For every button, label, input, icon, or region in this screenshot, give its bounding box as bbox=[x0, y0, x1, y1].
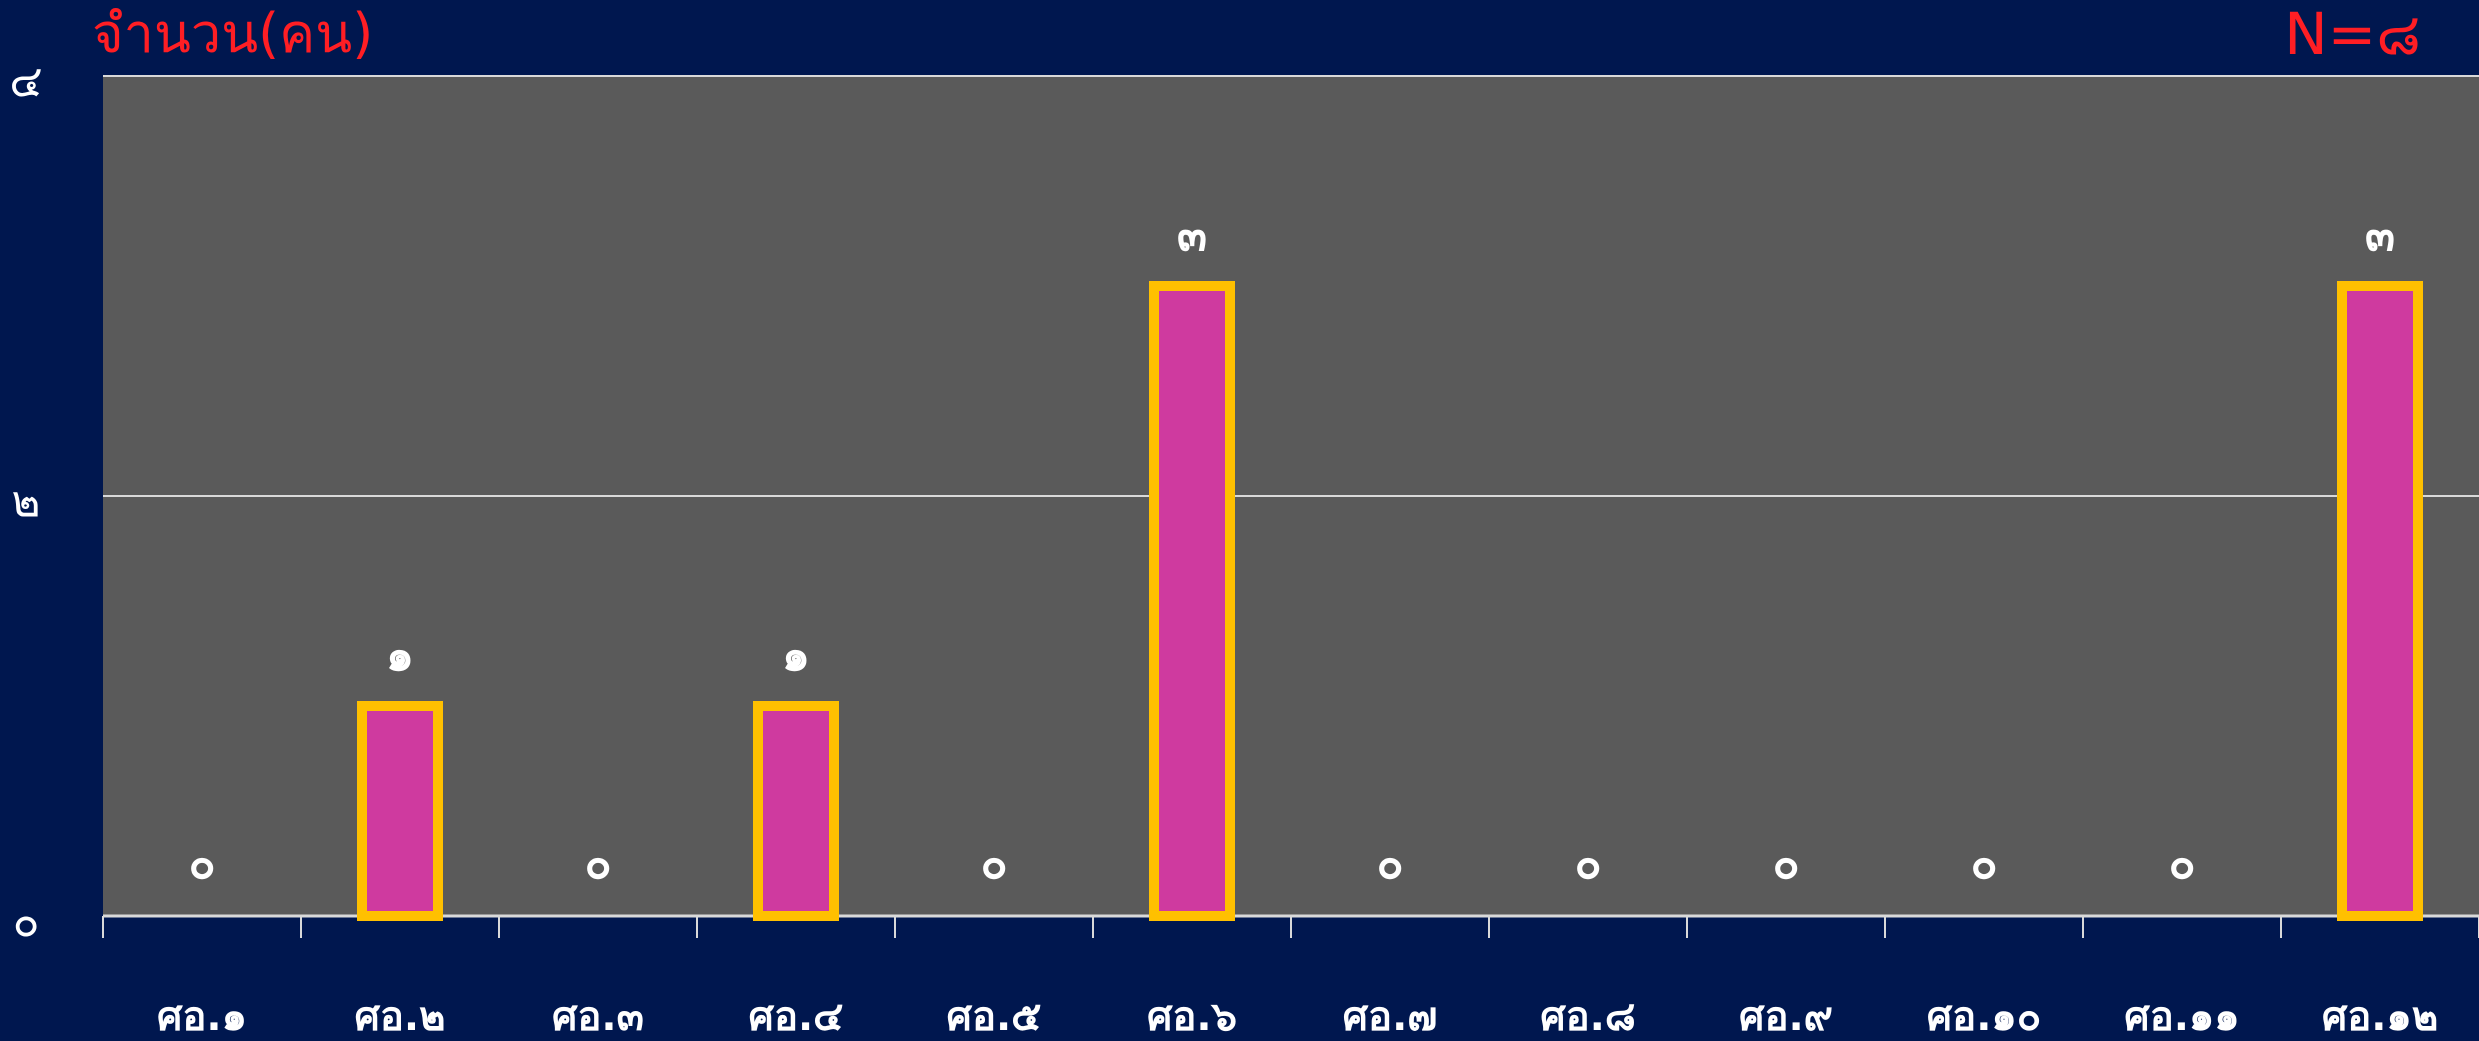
y-tick-label: ๒ bbox=[11, 476, 40, 527]
x-tick-label: ศอ.๔ bbox=[749, 994, 844, 1040]
data-label: ๐ bbox=[189, 838, 216, 889]
data-label: ๑ bbox=[782, 630, 810, 681]
sample-size-label: N=๘ bbox=[2284, 0, 2421, 68]
bar bbox=[2337, 281, 2423, 921]
x-tick-label: ศอ.๑๐ bbox=[1927, 994, 2041, 1040]
bar bbox=[357, 701, 443, 921]
x-tick-label: ศอ.๑๑ bbox=[2124, 994, 2239, 1040]
bar bbox=[1149, 281, 1235, 921]
data-label: ๐ bbox=[1377, 838, 1404, 889]
data-label: ๑ bbox=[386, 630, 414, 681]
bar bbox=[753, 701, 839, 921]
x-tick-label: ศอ.๙ bbox=[1739, 994, 1833, 1040]
x-tick-label: ศอ.๗ bbox=[1343, 994, 1438, 1040]
data-label: ๐ bbox=[1575, 838, 1602, 889]
data-label: ๐ bbox=[1773, 838, 1800, 889]
x-tick-label: ศอ.๘ bbox=[1540, 994, 1635, 1040]
data-label: ๓ bbox=[2365, 210, 2395, 261]
x-tick-label: ศอ.๕ bbox=[947, 994, 1042, 1040]
data-label: ๐ bbox=[981, 838, 1008, 889]
x-tick-label: ศอ.๑๒ bbox=[2322, 994, 2438, 1040]
y-tick-label: ๔ bbox=[9, 56, 42, 107]
y-axis-title: จำนวน(คน) bbox=[92, 2, 374, 65]
x-tick-label: ศอ.๑ bbox=[157, 994, 247, 1040]
x-tick-label: ศอ.๖ bbox=[1147, 994, 1237, 1040]
x-tick-label: ศอ.๓ bbox=[552, 994, 644, 1040]
y-tick-label: ๐ bbox=[13, 896, 40, 947]
data-label: ๐ bbox=[585, 838, 612, 889]
x-tick-label: ศอ.๒ bbox=[355, 994, 446, 1040]
data-label: ๐ bbox=[1971, 838, 1998, 889]
data-label: ๐ bbox=[2169, 838, 2196, 889]
data-label: ๓ bbox=[1177, 210, 1207, 261]
